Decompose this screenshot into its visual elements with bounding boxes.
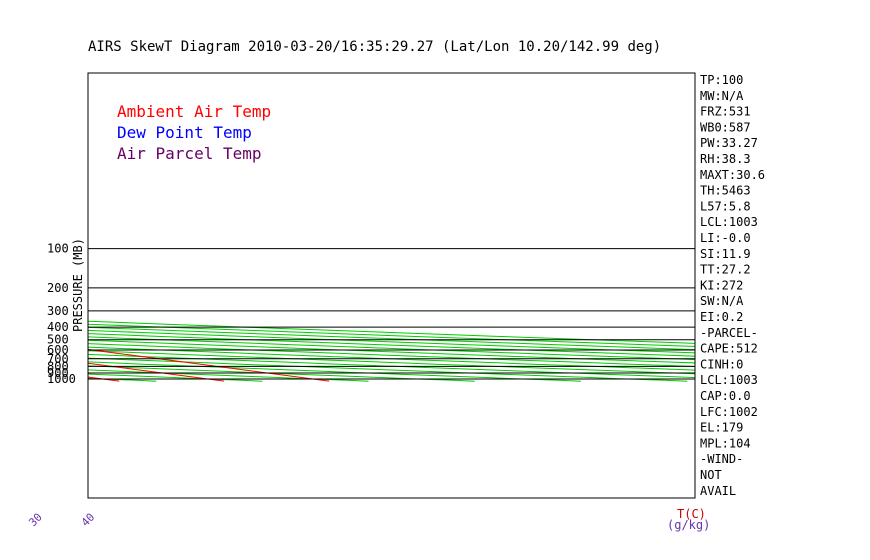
legend: Ambient Air Temp Dew Point Temp Air Parc… xyxy=(117,102,271,163)
index-item: TT:27.2 xyxy=(700,263,751,277)
index-item: LCL:1003 xyxy=(700,373,758,387)
mixing-ratio-lines xyxy=(0,327,92,380)
index-item: L57:5.8 xyxy=(700,199,751,213)
mixing-ratio-labels: 0.10.20.511.52346810121520253040 xyxy=(0,511,98,530)
dry-adiabat-line xyxy=(88,336,695,361)
mixing-ratio-line xyxy=(0,327,39,379)
pressure-tick: 400 xyxy=(47,320,69,334)
pressure-tick: 1000 xyxy=(47,372,76,386)
index-item: SW:N/A xyxy=(700,294,744,308)
mixing-ratio-label: 30 xyxy=(26,511,45,530)
pressure-tick: 600 xyxy=(47,343,69,357)
y-axis-label: PRESSURE (MB) xyxy=(71,238,85,332)
dry-adiabat-line xyxy=(88,373,263,382)
legend-dew-point: Dew Point Temp xyxy=(117,123,252,142)
index-item: TP:100 xyxy=(700,73,743,87)
dry-adiabat-line xyxy=(88,339,695,364)
dry-adiabat-line xyxy=(88,365,475,382)
index-item: PW:33.27 xyxy=(700,136,758,150)
dry-adiabat-line xyxy=(88,333,695,357)
index-item: KI:272 xyxy=(700,278,743,292)
index-item: TH:5463 xyxy=(700,184,751,198)
index-item: -PARCEL- xyxy=(700,326,758,340)
dry-adiabat-line xyxy=(88,361,582,382)
index-item: LCL:1003 xyxy=(700,215,758,229)
index-item: LFC:1002 xyxy=(700,405,758,419)
pressure-tick: 800 xyxy=(47,359,69,373)
plot-frame xyxy=(87,72,696,499)
index-item: AVAIL xyxy=(700,484,736,498)
index-item: CAP:0.0 xyxy=(700,389,751,403)
pressure-tick: 300 xyxy=(47,304,69,318)
legend-ambient-temp: Ambient Air Temp xyxy=(117,102,271,121)
dry-adiabat-line xyxy=(88,326,695,351)
chart-title: AIRS SkewT Diagram 2010-03-20/16:35:29.2… xyxy=(88,39,661,55)
moist-adiabat-line xyxy=(0,288,35,381)
index-item: EI:0.2 xyxy=(700,310,743,324)
index-item: EL:179 xyxy=(700,421,743,435)
index-item: NOT xyxy=(700,468,722,482)
index-item: CAPE:512 xyxy=(700,342,758,356)
index-item: WB0:587 xyxy=(700,120,751,134)
pressure-tick: 900 xyxy=(47,366,69,380)
index-item: MW:N/A xyxy=(700,89,744,103)
index-item: FRZ:531 xyxy=(700,105,751,119)
dry-adiabat-line xyxy=(0,246,50,382)
legend-air-parcel: Air Parcel Temp xyxy=(117,144,262,163)
index-item: SI:11.9 xyxy=(700,247,751,261)
pressure-tick: 700 xyxy=(47,352,69,366)
dry-adiabat-line xyxy=(88,329,695,354)
isotherm-line xyxy=(0,246,14,381)
dry-adiabats xyxy=(0,246,695,382)
isobars xyxy=(88,248,695,380)
pressure-tick: 100 xyxy=(47,242,69,256)
index-item: LI:-0.0 xyxy=(700,231,751,245)
mixing-ratio-label: 25 xyxy=(0,511,3,530)
mixing-ratio-line xyxy=(88,378,92,380)
dry-adiabat-line xyxy=(88,353,695,379)
dry-adiabat-line xyxy=(88,357,688,382)
isotherm-line xyxy=(88,362,225,382)
mixing-ratio-label: 40 xyxy=(79,511,98,530)
index-item: MPL:104 xyxy=(700,436,751,450)
index-item: CINH:0 xyxy=(700,357,743,371)
dry-adiabat-line xyxy=(88,369,369,382)
index-item: MAXT:30.6 xyxy=(700,168,765,182)
dry-adiabat-line xyxy=(88,343,695,367)
pressure-tick: 500 xyxy=(47,333,69,347)
index-item: -WIND- xyxy=(700,452,743,466)
dry-adiabat-line xyxy=(88,350,695,375)
pressure-tick: 200 xyxy=(47,281,69,295)
x-axis-temp-label: T(C) xyxy=(677,507,706,521)
index-item: RH:38.3 xyxy=(700,152,751,166)
x-axis-mix-label: (g/kg) xyxy=(667,518,710,532)
